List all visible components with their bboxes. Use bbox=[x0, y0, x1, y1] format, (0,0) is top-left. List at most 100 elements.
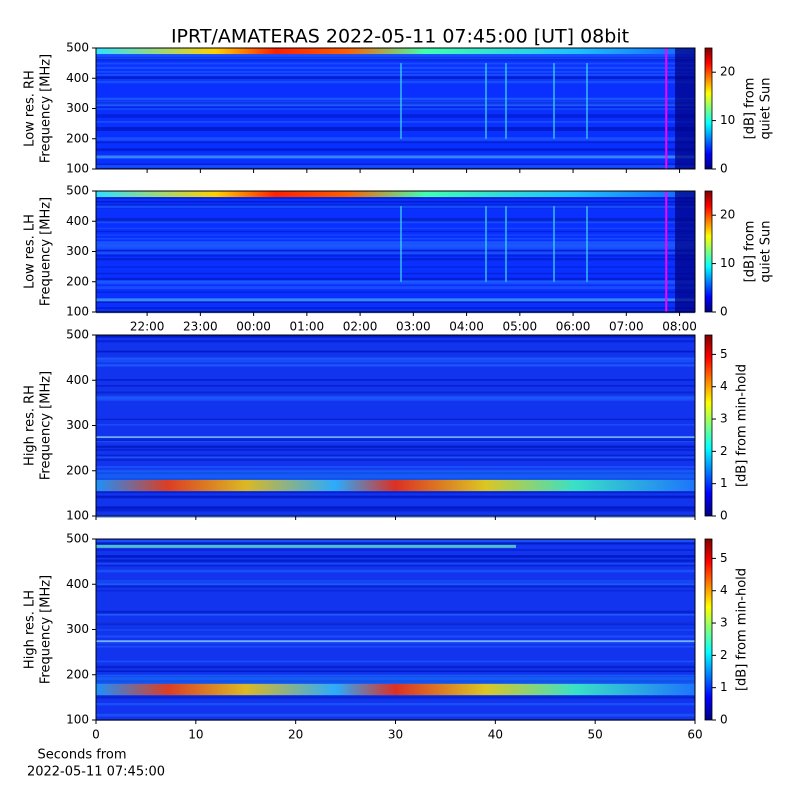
spectrogram-texture bbox=[96, 272, 695, 275]
spectrogram-texture bbox=[96, 298, 695, 302]
x-tick-label: 07:00 bbox=[609, 320, 644, 334]
y-axis-label: Low res. LH bbox=[23, 214, 38, 289]
spectrogram-texture bbox=[96, 580, 695, 583]
colorbar-tick-label: 3 bbox=[720, 616, 728, 630]
colorbar bbox=[704, 190, 713, 313]
spectrogram-texture bbox=[96, 363, 695, 367]
spectrogram-texture bbox=[96, 126, 695, 129]
spectrogram-texture bbox=[96, 167, 695, 170]
y-axis-label: Frequency [MHz] bbox=[39, 197, 54, 306]
x-axis-label: 2022-05-11 07:45:00 bbox=[27, 765, 165, 780]
colorbar-tick-label: 1 bbox=[720, 476, 728, 490]
colorbar-tick-label: 10 bbox=[720, 113, 735, 127]
spectrogram-texture bbox=[675, 191, 695, 312]
spectrogram-texture bbox=[96, 205, 695, 209]
spectrogram-texture bbox=[96, 238, 695, 240]
y-tick-label: 400 bbox=[66, 373, 89, 387]
spectrogram-texture bbox=[96, 438, 695, 442]
spectrogram-texture bbox=[96, 479, 695, 492]
spectrogram-texture bbox=[96, 424, 695, 426]
spectrogram-texture bbox=[96, 645, 695, 648]
spectrogram-texture bbox=[96, 120, 695, 123]
spectrogram bbox=[96, 335, 695, 518]
spectrogram-texture bbox=[96, 286, 695, 290]
spectrogram-texture bbox=[96, 360, 695, 363]
colorbar-tick-label: 5 bbox=[720, 551, 728, 565]
spectrogram-texture bbox=[96, 219, 695, 222]
colorbar-tick-label: 20 bbox=[720, 208, 735, 222]
spectrogram-texture bbox=[96, 57, 695, 59]
spectrogram-texture bbox=[96, 358, 695, 361]
spectrogram-texture bbox=[96, 456, 695, 460]
spectrogram-texture bbox=[96, 277, 695, 281]
colorbar-tick-label: 0 bbox=[720, 305, 728, 319]
spectrogram-texture bbox=[96, 683, 695, 696]
spectrogram-texture bbox=[96, 665, 695, 669]
colorbar-label: [dB] from min-hold bbox=[735, 364, 750, 487]
colorbar-tick-label: 3 bbox=[720, 412, 728, 426]
spectrogram-texture bbox=[400, 63, 402, 139]
y-tick-label: 400 bbox=[66, 577, 89, 591]
spectrogram bbox=[96, 48, 695, 170]
spectrogram-texture bbox=[96, 101, 695, 103]
spectrogram-texture bbox=[96, 281, 695, 285]
spectrogram-texture bbox=[96, 97, 695, 101]
colorbar-tick-label: 10 bbox=[720, 256, 735, 270]
spectrogram-texture bbox=[96, 70, 695, 73]
x-tick-label: 01:00 bbox=[290, 320, 325, 334]
spectrogram-texture bbox=[96, 590, 695, 592]
spectrogram-texture bbox=[96, 137, 695, 139]
spectrogram-texture bbox=[96, 549, 695, 551]
spectrogram-texture bbox=[96, 104, 695, 107]
y-axis-label: Frequency [MHz] bbox=[39, 371, 54, 480]
y-axis-label: High res. RH bbox=[23, 385, 38, 466]
y-tick-label: 100 bbox=[66, 162, 89, 176]
x-axis-label: Seconds from bbox=[37, 748, 126, 763]
spectrogram-texture bbox=[96, 54, 695, 57]
spectrogram-texture bbox=[96, 335, 695, 338]
x-tick-label: 30 bbox=[388, 728, 403, 742]
spectrogram-texture bbox=[96, 569, 695, 573]
spectrogram-texture bbox=[96, 582, 695, 585]
x-tick-label: 04:00 bbox=[449, 320, 484, 334]
x-tick-label: 10 bbox=[188, 728, 203, 742]
spectrogram-texture bbox=[505, 63, 507, 139]
colorbar-label: quiet Sun bbox=[759, 77, 774, 139]
spectrogram-texture bbox=[505, 206, 507, 282]
spectrogram-texture bbox=[96, 449, 695, 451]
spectrogram-texture bbox=[96, 470, 695, 480]
spectrogram-texture bbox=[96, 670, 695, 672]
spectrogram-texture bbox=[96, 76, 695, 80]
x-tick-label: 0 bbox=[92, 728, 100, 742]
x-tick-label: 05:00 bbox=[503, 320, 538, 334]
spectrogram-texture bbox=[96, 384, 695, 387]
spectrogram-texture bbox=[553, 206, 555, 282]
y-tick-label: 100 bbox=[66, 305, 89, 319]
colorbar-tick-label: 4 bbox=[720, 583, 728, 597]
x-tick-label: 06:00 bbox=[556, 320, 591, 334]
spectrogram-texture bbox=[96, 258, 695, 261]
x-tick-label: 50 bbox=[588, 728, 603, 742]
y-tick-label: 100 bbox=[66, 713, 89, 727]
spectrogram-texture bbox=[96, 365, 695, 367]
spectrogram-texture bbox=[96, 559, 695, 562]
colorbar-tick-label: 2 bbox=[720, 648, 728, 662]
spectrogram-texture bbox=[96, 509, 695, 512]
spectrogram-texture bbox=[96, 466, 695, 469]
spectrogram-texture bbox=[96, 544, 516, 548]
spectrogram-texture bbox=[96, 66, 695, 70]
spectrogram-texture bbox=[96, 539, 695, 543]
spectrogram-texture bbox=[96, 613, 695, 616]
y-tick-label: 200 bbox=[66, 667, 89, 681]
spectrogram-texture bbox=[96, 227, 695, 229]
spectrogram-texture bbox=[96, 458, 695, 461]
spectrogram-texture bbox=[96, 506, 695, 509]
spectrogram-texture bbox=[96, 340, 695, 343]
y-tick-label: 500 bbox=[66, 184, 89, 198]
spectrogram-texture bbox=[96, 491, 695, 494]
spectrogram-texture bbox=[96, 148, 695, 152]
y-tick-label: 200 bbox=[66, 274, 89, 288]
spectrogram bbox=[96, 191, 695, 314]
x-tick-label: 08:00 bbox=[662, 320, 697, 334]
spectrogram-texture bbox=[96, 610, 695, 614]
